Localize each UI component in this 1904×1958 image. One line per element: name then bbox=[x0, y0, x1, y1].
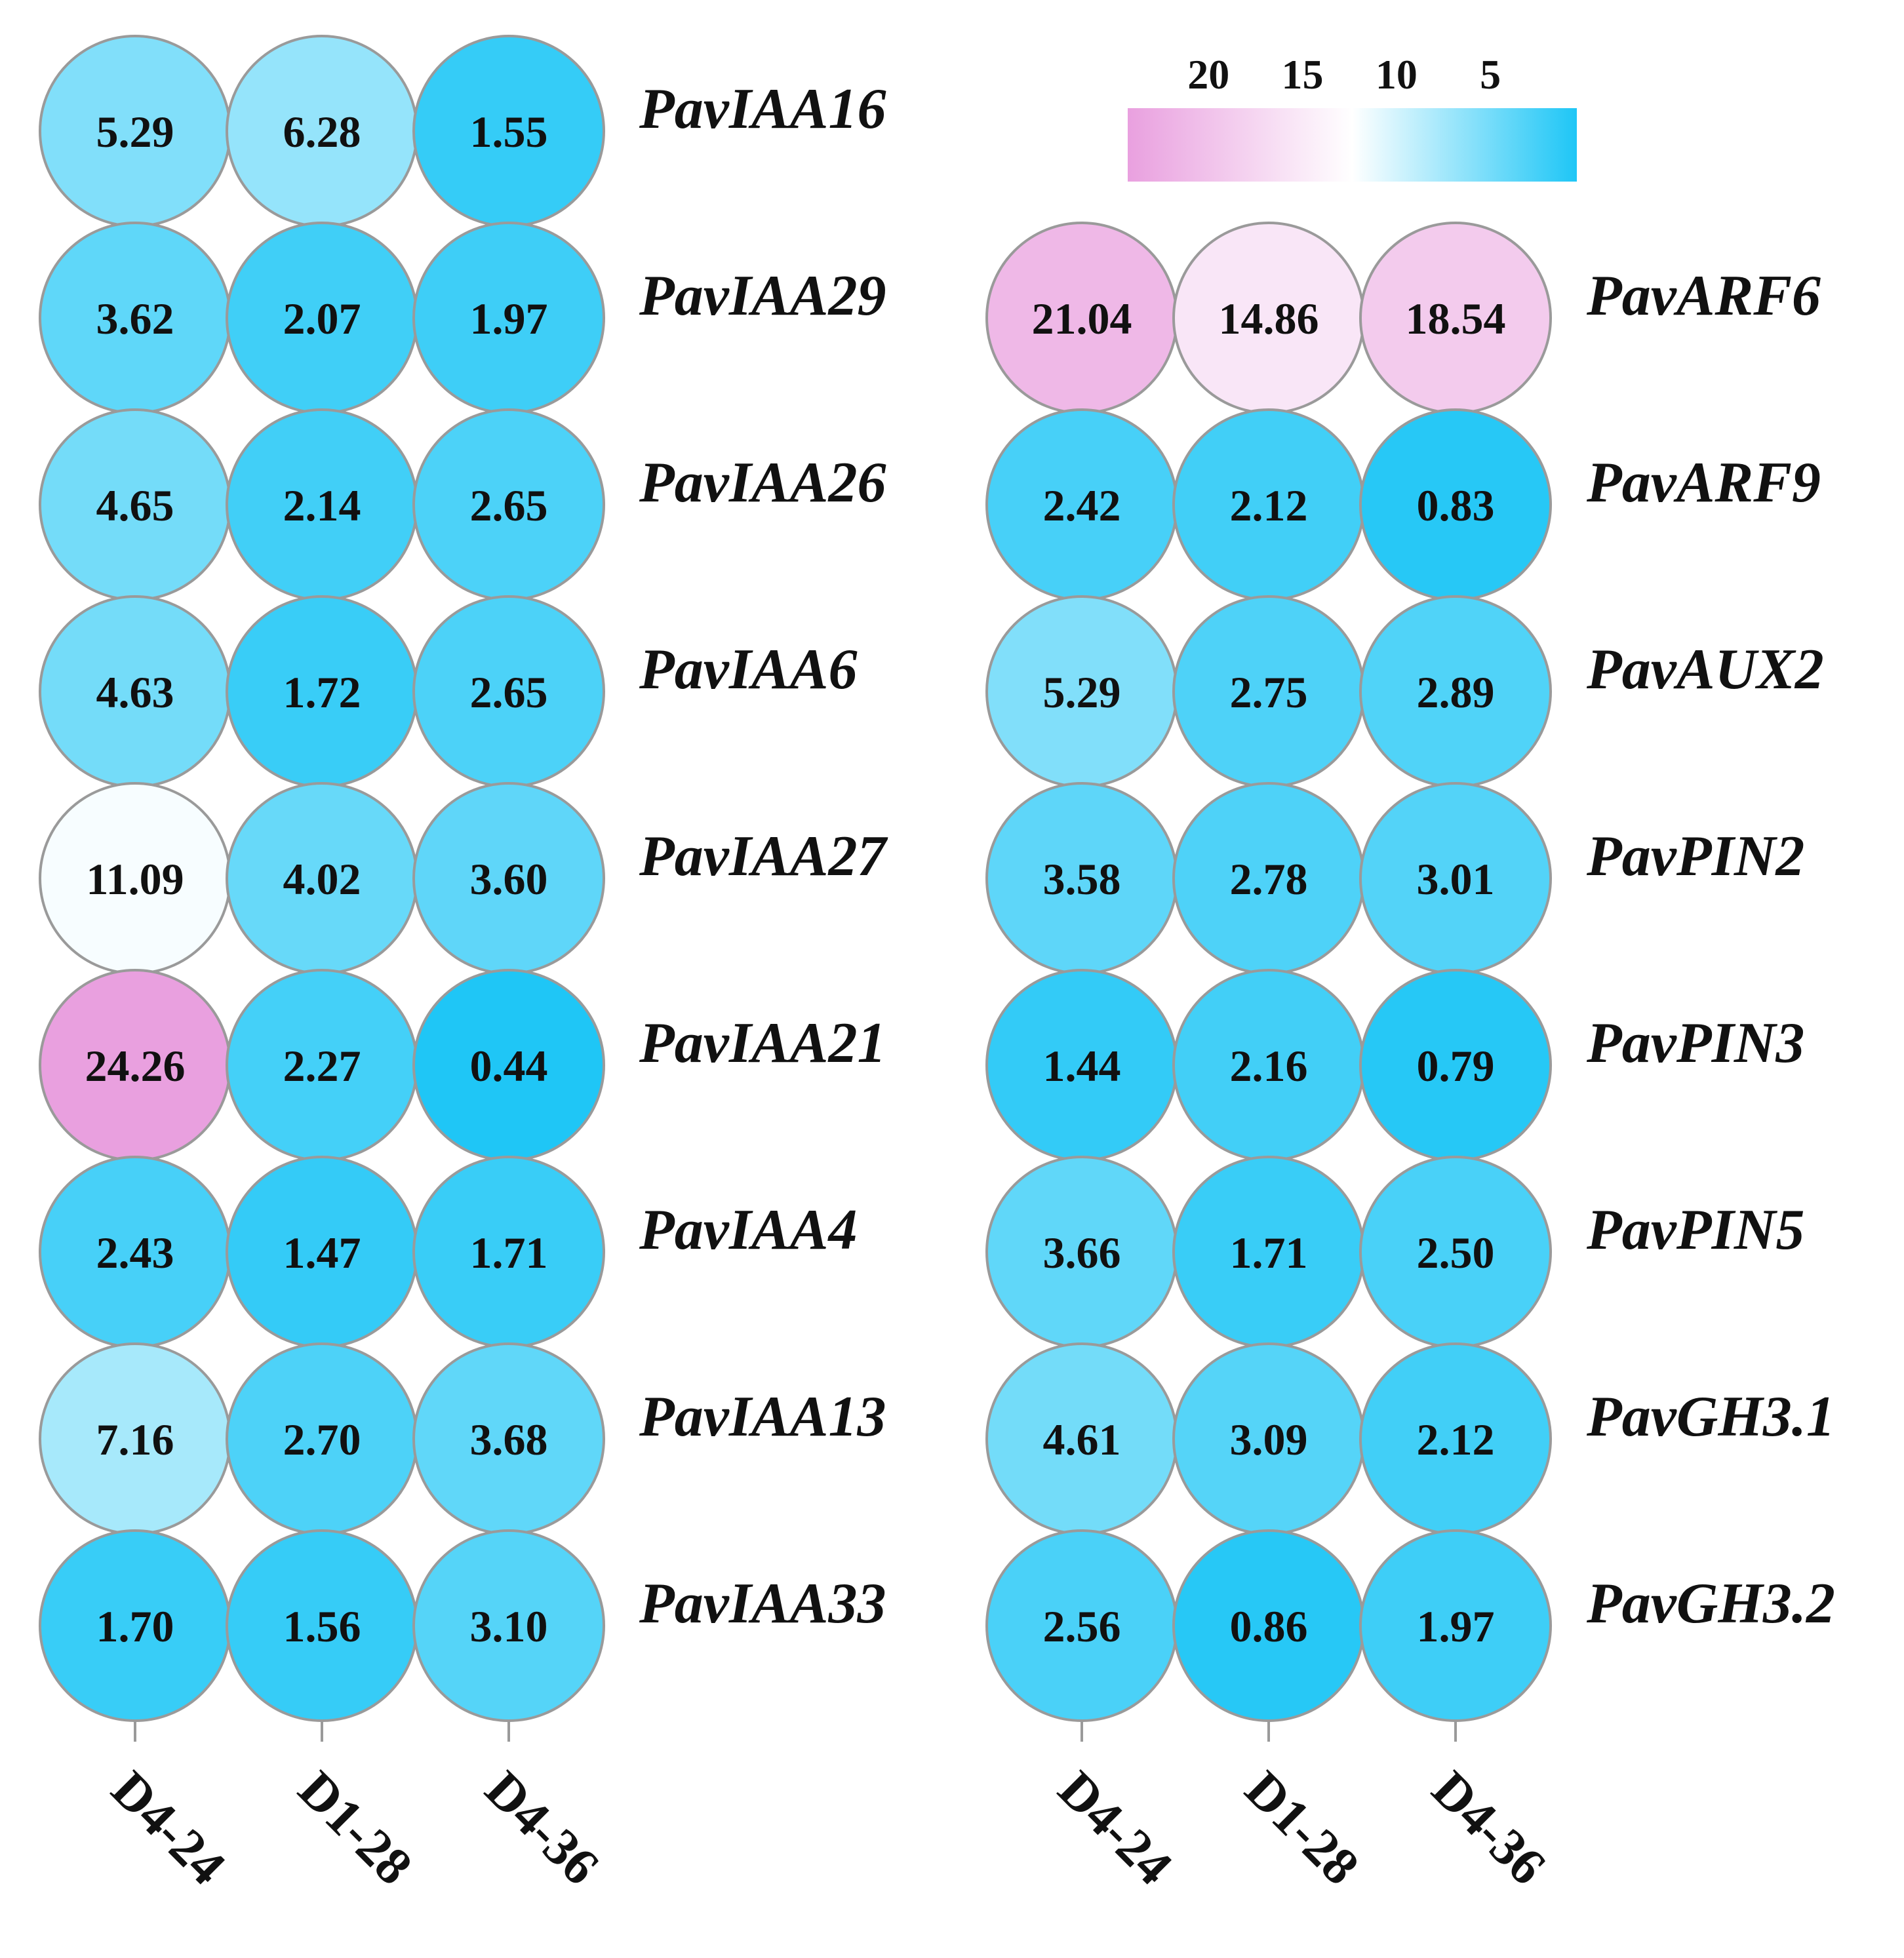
cell-value-label: 21.04 bbox=[1032, 294, 1132, 343]
cell-value-label: 1.47 bbox=[283, 1228, 361, 1278]
cell-value-label: 0.44 bbox=[470, 1041, 548, 1091]
cell-value-label: 4.65 bbox=[96, 480, 174, 530]
gene-label: PavARF9 bbox=[1586, 451, 1821, 515]
gene-label: PavIAA4 bbox=[639, 1198, 857, 1262]
gene-label: PavPIN3 bbox=[1586, 1011, 1804, 1075]
cell-value-label: 5.29 bbox=[1043, 667, 1121, 717]
cell-value-label: 3.66 bbox=[1043, 1228, 1121, 1278]
cell-value-label: 2.70 bbox=[283, 1415, 361, 1464]
color-legend: 20 15 10 5 bbox=[1128, 51, 1577, 182]
gene-label: PavIAA26 bbox=[639, 451, 886, 515]
gene-label: PavGH3.2 bbox=[1586, 1572, 1835, 1635]
cell-value-label: 3.10 bbox=[470, 1601, 548, 1651]
column-label: D1-28 bbox=[287, 1761, 423, 1896]
gene-label: PavIAA33 bbox=[639, 1572, 886, 1635]
column-label: D4-36 bbox=[474, 1761, 610, 1896]
legend-tick-label: 20 bbox=[1187, 51, 1229, 98]
gene-label: PavIAA29 bbox=[639, 264, 886, 328]
cell-value-label: 2.07 bbox=[283, 294, 361, 343]
gene-label: PavPIN2 bbox=[1586, 825, 1804, 888]
cell-value-label: 2.50 bbox=[1417, 1228, 1495, 1278]
cell-value-label: 3.60 bbox=[470, 854, 548, 904]
gene-label: PavIAA13 bbox=[639, 1385, 886, 1449]
cell-value-label: 24.26 bbox=[85, 1041, 186, 1091]
cell-value-label: 1.70 bbox=[96, 1601, 174, 1651]
gene-label: PavPIN5 bbox=[1586, 1198, 1804, 1262]
cell-value-label: 7.16 bbox=[96, 1415, 174, 1464]
cell-value-label: 3.62 bbox=[96, 294, 174, 343]
gene-label: PavIAA6 bbox=[639, 638, 857, 701]
column-label: D4-24 bbox=[1047, 1761, 1183, 1896]
cell-value-label: 11.09 bbox=[86, 854, 184, 904]
gene-label: PavAUX2 bbox=[1586, 638, 1824, 701]
legend-tick-label: 5 bbox=[1480, 51, 1501, 98]
cell-value-label: 5.29 bbox=[96, 107, 174, 157]
cell-value-label: 2.75 bbox=[1230, 667, 1308, 717]
cell-value-label: 1.55 bbox=[470, 107, 548, 157]
cell-value-label: 1.72 bbox=[283, 667, 361, 717]
gene-label: PavIAA16 bbox=[639, 77, 886, 141]
cell-value-label: 2.78 bbox=[1230, 854, 1308, 904]
cell-value-label: 14.86 bbox=[1219, 294, 1319, 343]
legend-tick-label: 10 bbox=[1376, 51, 1418, 98]
cell-value-label: 0.83 bbox=[1417, 480, 1495, 530]
gene-label: PavIAA21 bbox=[639, 1011, 886, 1075]
gene-label: PavGH3.1 bbox=[1586, 1385, 1835, 1449]
column-label: D1-28 bbox=[1234, 1761, 1370, 1896]
heatmap-panel-right: 21.04 14.86 18.54 PavARF6 2.42 2.12 0.83 PavARF… bbox=[985, 222, 1835, 1896]
heatmap-panel-left: 5.29 6.28 1.55 PavIAA16 3.62 2.07 1.97 PavIAA29… bbox=[39, 35, 888, 1896]
cell-value-label: 1.56 bbox=[283, 1601, 361, 1651]
cell-value-label: 2.89 bbox=[1417, 667, 1495, 717]
cell-value-label: 18.54 bbox=[1406, 294, 1506, 343]
cell-value-label: 3.01 bbox=[1417, 854, 1495, 904]
cell-value-label: 2.42 bbox=[1043, 480, 1121, 530]
cell-value-label: 1.44 bbox=[1043, 1041, 1121, 1091]
cell-value-label: 4.02 bbox=[283, 854, 361, 904]
cell-value-label: 3.09 bbox=[1230, 1415, 1308, 1464]
cell-value-label: 1.97 bbox=[470, 294, 548, 343]
cell-value-label: 3.58 bbox=[1043, 854, 1121, 904]
column-label: D4-24 bbox=[100, 1761, 236, 1896]
legend-color-bar bbox=[1128, 108, 1577, 182]
cell-value-label: 2.12 bbox=[1230, 480, 1308, 530]
cell-value-label: 2.65 bbox=[470, 480, 548, 530]
cell-value-label: 2.14 bbox=[283, 480, 361, 530]
cell-value-label: 2.12 bbox=[1417, 1415, 1495, 1464]
cell-value-label: 2.16 bbox=[1230, 1041, 1308, 1091]
cell-value-label: 0.86 bbox=[1230, 1601, 1308, 1651]
cell-value-label: 1.97 bbox=[1417, 1601, 1495, 1651]
cell-value-label: 6.28 bbox=[283, 107, 361, 157]
cell-value-label: 4.61 bbox=[1043, 1415, 1121, 1464]
cell-value-label: 2.27 bbox=[283, 1041, 361, 1091]
gene-label: PavIAA27 bbox=[639, 825, 888, 888]
cell-value-label: 2.43 bbox=[96, 1228, 174, 1278]
cell-value-label: 2.56 bbox=[1043, 1601, 1121, 1651]
gene-label: PavARF6 bbox=[1586, 264, 1821, 328]
cell-value-label: 4.63 bbox=[96, 667, 174, 717]
legend-tick-label: 15 bbox=[1282, 51, 1324, 98]
cell-value-label: 2.65 bbox=[470, 667, 548, 717]
cell-value-label: 0.79 bbox=[1417, 1041, 1495, 1091]
cell-value-label: 1.71 bbox=[1230, 1228, 1308, 1278]
column-label: D4-36 bbox=[1421, 1761, 1557, 1896]
cell-value-label: 1.71 bbox=[470, 1228, 548, 1278]
cell-value-label: 3.68 bbox=[470, 1415, 548, 1464]
